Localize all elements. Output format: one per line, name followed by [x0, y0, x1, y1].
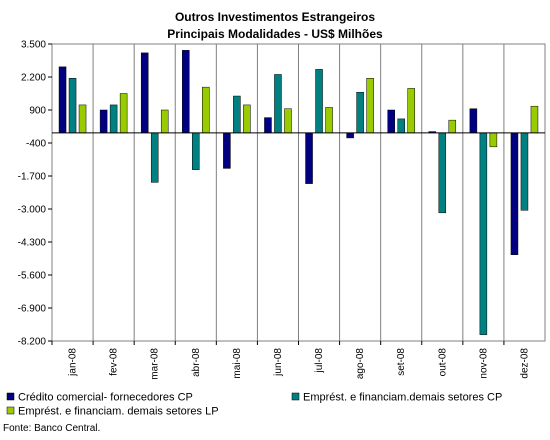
bar-3-abr-08 [202, 86, 210, 134]
x-tick-label: mai-08 [232, 348, 243, 379]
bar-1-mar-08 [140, 52, 149, 134]
x-tick-label: set-08 [396, 348, 407, 376]
y-axis: 3.500 2.200 900 -400 -1.700 -3.000 -4.300 -5.60… [18, 40, 52, 348]
bar-1-fev-08 [99, 109, 108, 134]
x-tick-label: abr-08 [191, 348, 202, 377]
bar-2-jun-08 [274, 74, 282, 134]
x-tick-label: dez-08 [519, 348, 530, 379]
bar-3-jun-08 [284, 108, 292, 134]
y-tick-label: -1.700 [18, 172, 47, 183]
y-tick-label: 900 [29, 106, 46, 117]
bar-1-jan-08 [58, 66, 67, 134]
legend-swatch-1 [6, 392, 15, 401]
bar-1-set-08 [387, 109, 395, 134]
bar-1-jun-08 [264, 117, 272, 134]
bar-3-jul-08 [325, 107, 333, 134]
legend-swatch-2 [291, 392, 300, 401]
bar-3-mai-08 [243, 104, 251, 134]
bar-2-nov-08 [479, 132, 488, 335]
y-tick-label: -8.200 [18, 337, 47, 348]
bar-3-ago-08 [366, 78, 374, 134]
legend-label-2: Emprést. e financiam.demais setores CP [303, 392, 502, 404]
legend: Crédito comercial- fornecedores CP Emprés… [6, 392, 502, 418]
x-axis: jan-08 fev-08 mar-08 abr-08 mai-08 jun-08 jul-… [51, 341, 530, 380]
x-tick-label: out-08 [437, 348, 448, 377]
y-tick-label: 3.500 [21, 40, 46, 51]
bar-3-fev-08 [119, 93, 128, 134]
bar-3-nov-08 [489, 132, 498, 148]
bar-1-dez-08 [510, 132, 519, 255]
bar-2-mai-08 [233, 95, 241, 134]
x-tick-label: jul-08 [314, 348, 325, 374]
y-tick-label: -3.000 [18, 205, 47, 216]
bar-3-out-08 [448, 119, 457, 134]
y-tick-label: -5.600 [18, 271, 47, 282]
y-tick-label: -6.900 [18, 304, 47, 315]
bar-1-nov-08 [469, 108, 478, 134]
source-note: Fonte: Banco Central. [3, 423, 100, 434]
x-tick-label: jun-08 [273, 348, 284, 377]
x-tick-label: mar-08 [150, 348, 161, 380]
chart-subtitle: Principais Modalidades - US$ Milhões [167, 27, 383, 41]
y-tick-label: -4.300 [18, 238, 47, 249]
bar-2-out-08 [438, 132, 447, 214]
chart-title: Outros Investimentos Estrangeiros [175, 10, 375, 24]
bar-1-ago-08 [346, 132, 354, 139]
y-tick-label: -400 [26, 139, 46, 150]
bar-3-mar-08 [160, 109, 169, 134]
x-tick-label: fev-08 [109, 348, 120, 376]
legend-label-1: Crédito comercial- fornecedores CP [18, 392, 193, 404]
bar-2-jul-08 [315, 69, 323, 134]
bar-2-abr-08 [192, 132, 200, 170]
bar-3-set-08 [407, 88, 415, 134]
bar-3-dez-08 [530, 105, 539, 134]
bar-2-mar-08 [150, 132, 159, 183]
bar-1-jul-08 [305, 132, 313, 184]
bar-2-dez-08 [520, 132, 529, 211]
category-separators [92, 44, 505, 341]
x-tick-label: nov-08 [478, 348, 489, 379]
y-tick-label: 2.200 [21, 73, 46, 84]
bars [58, 50, 539, 335]
legend-swatch-3 [6, 406, 15, 415]
bar-1-abr-08 [182, 50, 190, 134]
x-tick-label: jan-08 [68, 348, 79, 377]
x-tick-label: ago-08 [355, 348, 366, 380]
bar-2-set-08 [397, 118, 405, 134]
bar-2-jan-08 [68, 78, 77, 134]
bar-2-fev-08 [109, 104, 118, 134]
bar-3-jan-08 [78, 104, 87, 134]
bar-2-ago-08 [356, 91, 364, 134]
legend-label-3: Emprést. e financiam. demais setores LP [18, 406, 219, 418]
bar-1-mai-08 [223, 132, 231, 169]
